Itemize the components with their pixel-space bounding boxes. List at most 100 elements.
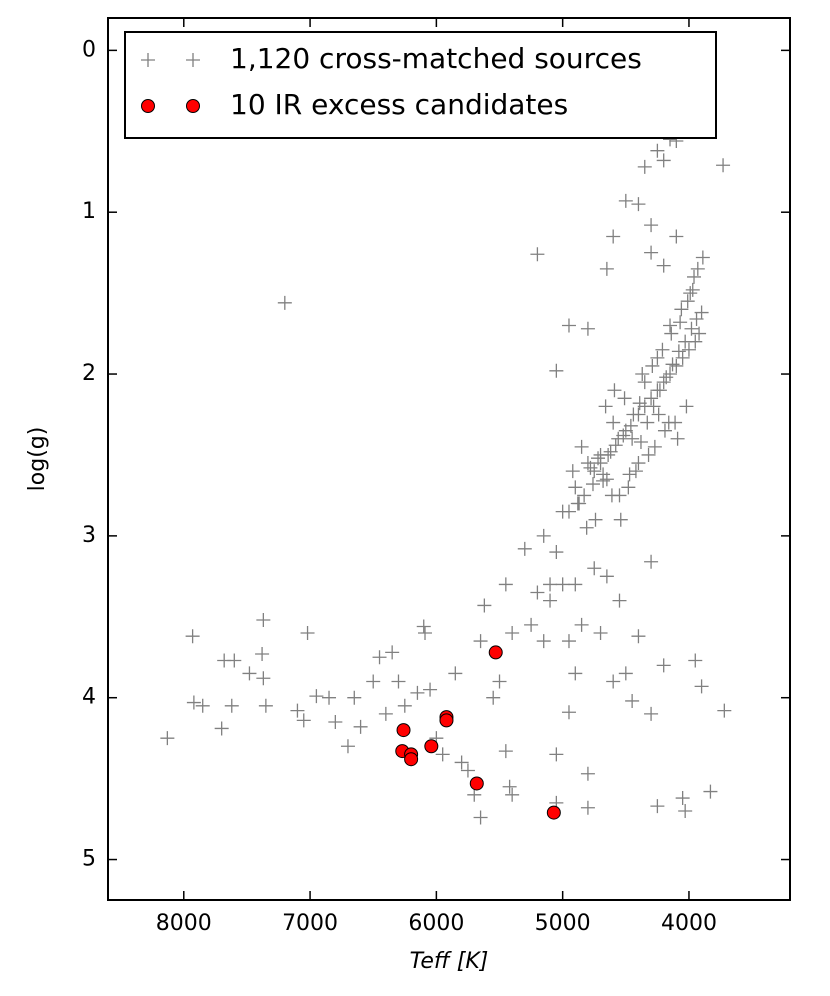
data-point <box>583 460 598 475</box>
y-axis-label: log(g) <box>25 427 50 492</box>
data-point <box>652 383 667 398</box>
data-point <box>160 731 175 746</box>
data-point <box>435 747 450 762</box>
data-point <box>663 318 678 333</box>
data-point <box>549 363 564 378</box>
data-point <box>606 415 621 430</box>
data-point <box>717 703 732 718</box>
data-point <box>530 585 545 600</box>
data-point <box>543 593 558 608</box>
data-point <box>385 645 400 660</box>
data-point <box>663 367 678 382</box>
data-point <box>424 739 439 754</box>
data-point <box>396 723 411 738</box>
data-point <box>632 396 647 411</box>
data-point <box>671 344 686 359</box>
data-point <box>607 383 622 398</box>
data-point <box>366 674 381 689</box>
legend-label: 1,120 cross-matched sources <box>230 42 642 75</box>
data-point <box>536 528 551 543</box>
legend-marker <box>186 53 200 67</box>
y-tick-label: 2 <box>82 361 96 386</box>
data-point <box>588 512 603 527</box>
data-point <box>664 326 679 341</box>
data-point <box>661 415 676 430</box>
data-point <box>598 399 613 414</box>
data-point <box>296 713 311 728</box>
data-point <box>404 752 419 767</box>
data-point <box>687 269 702 284</box>
data-point <box>580 321 595 336</box>
data-point <box>604 488 619 503</box>
data-point <box>656 258 671 273</box>
data-point <box>684 321 699 336</box>
data-point <box>492 674 507 689</box>
data-point <box>580 766 595 781</box>
data-point <box>328 714 343 729</box>
y-tick-label: 1 <box>82 199 96 224</box>
y-tick-label: 4 <box>82 685 96 710</box>
data-point <box>675 350 690 365</box>
data-point <box>460 763 475 778</box>
y-tick-label: 0 <box>82 37 96 62</box>
legend-box <box>124 31 717 139</box>
data-point <box>633 435 648 450</box>
data-point <box>644 706 659 721</box>
x-tick-label: 4000 <box>661 911 717 936</box>
data-point <box>227 653 242 668</box>
y-tick-label: 5 <box>82 847 96 872</box>
data-point <box>683 286 698 301</box>
data-point <box>625 693 640 708</box>
data-point <box>580 800 595 815</box>
data-point <box>612 593 627 608</box>
data-point <box>555 577 570 592</box>
data-point <box>577 488 592 503</box>
data-point <box>656 153 671 168</box>
data-point <box>656 658 671 673</box>
data-point <box>674 302 689 317</box>
data-point <box>186 695 201 710</box>
data-point <box>277 295 292 310</box>
data-point <box>641 447 656 462</box>
data-point <box>599 569 614 584</box>
data-point <box>486 690 501 705</box>
x-axis-label: Teff [K] <box>410 949 489 974</box>
data-point <box>606 674 621 689</box>
data-point <box>255 647 270 662</box>
data-point <box>543 577 558 592</box>
data-point <box>680 294 695 309</box>
data-point <box>631 629 646 644</box>
data-point <box>690 261 705 276</box>
data-point <box>340 739 355 754</box>
data-point <box>498 744 513 759</box>
data-point <box>651 407 666 422</box>
data-point <box>473 634 488 649</box>
data-point <box>574 439 589 454</box>
data-point <box>694 305 709 320</box>
data-point <box>565 464 580 479</box>
data-point <box>608 438 623 453</box>
data-point <box>694 679 709 694</box>
data-point <box>675 791 690 806</box>
data-point <box>679 399 694 414</box>
data-point <box>256 613 271 628</box>
data-point <box>579 520 594 535</box>
legend-marker <box>186 99 200 113</box>
data-point <box>669 229 684 244</box>
data-point <box>258 698 273 713</box>
data-point <box>695 250 710 265</box>
data-point <box>568 480 583 495</box>
data-point <box>439 713 454 728</box>
data-point <box>593 456 608 471</box>
data-point <box>561 318 576 333</box>
data-point <box>574 617 589 632</box>
data-point <box>635 367 650 382</box>
data-point <box>416 619 431 634</box>
data-point <box>467 787 482 802</box>
data-point <box>300 625 315 640</box>
data-point <box>678 803 693 818</box>
data-point <box>469 776 484 791</box>
data-point <box>391 674 406 689</box>
data-point <box>716 158 731 173</box>
